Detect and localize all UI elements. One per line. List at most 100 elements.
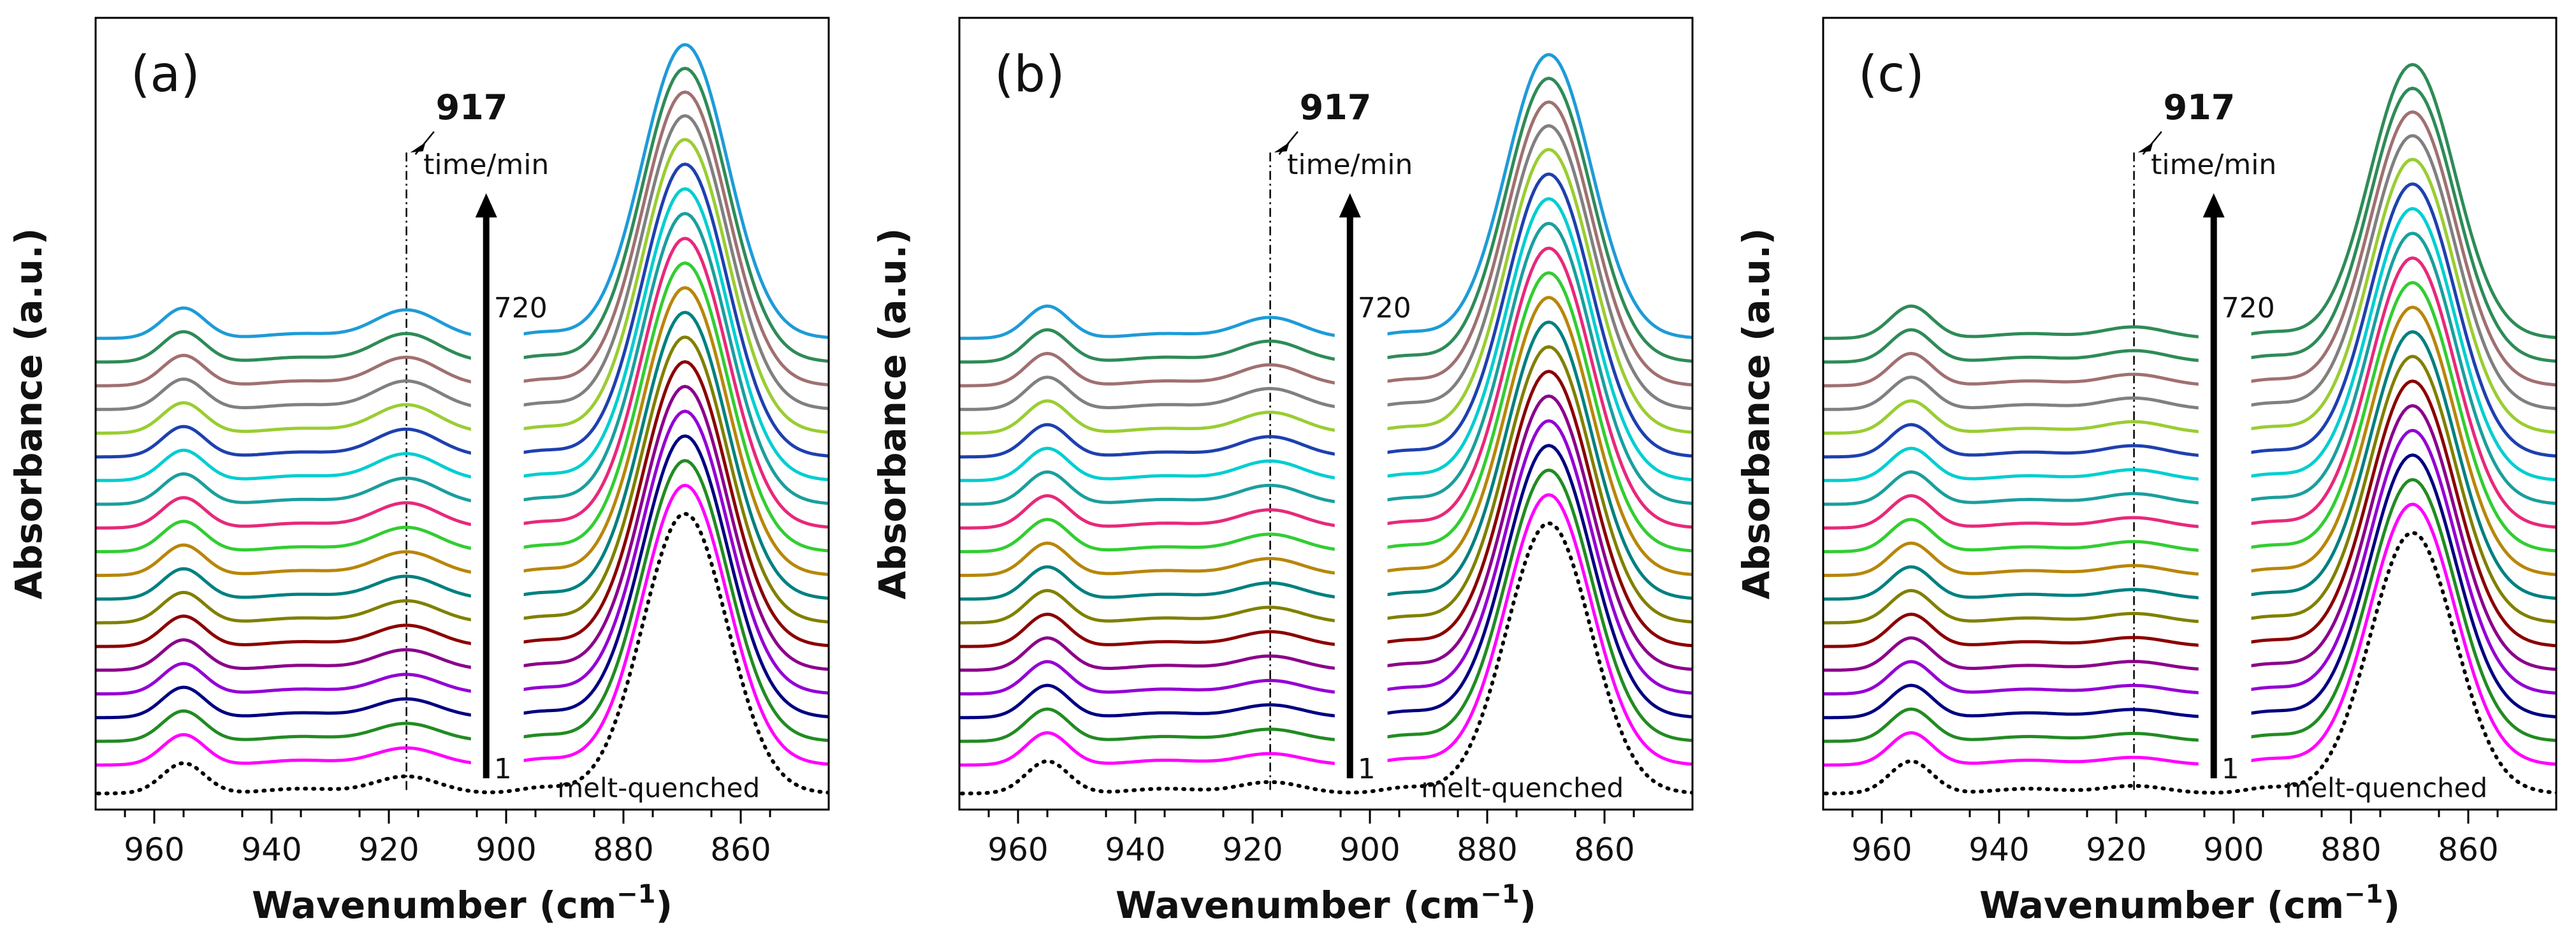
plot-area <box>959 53 1692 796</box>
series-line-13 <box>96 187 829 483</box>
panel-a: 960 940 920 900 880 860 Wavenumber (cm−1) Absor… <box>7 17 830 927</box>
series-line-16 <box>1823 134 2556 411</box>
series-line-12 <box>1823 231 2556 506</box>
x-axis-title: Wavenumber (cm−1) <box>252 880 673 927</box>
series-line-720 <box>96 43 829 340</box>
time-arrow-head <box>2202 193 2225 218</box>
arrow-mask <box>470 168 524 768</box>
arrow-end-label: 720 <box>1358 292 1411 324</box>
reference-label: 917 <box>436 87 508 127</box>
series-line-17 <box>959 100 1692 388</box>
melt-quenched-label: melt-quenched <box>1421 773 1624 804</box>
series-line-3 <box>96 434 829 720</box>
series-line-2 <box>1823 477 2556 743</box>
x-tick-label: 900 <box>1339 831 1400 868</box>
arrow-end-label: 720 <box>494 292 548 324</box>
series-line-5 <box>96 384 829 672</box>
x-tick-label: 900 <box>2203 831 2264 868</box>
x-axis-title-main: Wavenumber (cm <box>1116 884 1480 927</box>
x-axis-title-main: Wavenumber (cm <box>252 884 616 927</box>
series-line-1 <box>1823 502 2556 767</box>
axes-frame <box>958 17 1694 811</box>
series-line-1 <box>96 483 829 767</box>
x-tick-label: 940 <box>241 831 302 868</box>
panel-label: (b) <box>994 46 1065 103</box>
x-axis-title-close: ) <box>656 884 673 927</box>
series-line-2 <box>96 459 829 743</box>
reference-leader-head <box>1274 142 1290 153</box>
x-axis-title: Wavenumber (cm−1) <box>1979 880 2400 927</box>
series-line-11 <box>1823 256 2556 530</box>
x-tick-label: 860 <box>1574 831 1634 868</box>
x-axis-title-sup: −1 <box>1480 880 1519 909</box>
series-line-8 <box>959 320 1692 601</box>
series-line-13 <box>959 197 1692 483</box>
plot-area <box>1823 62 2556 796</box>
series-line-15 <box>1823 157 2556 435</box>
axes-frame <box>94 17 830 811</box>
series-line-10 <box>959 271 1692 553</box>
x-tick-label: 920 <box>1222 831 1283 868</box>
x-tick-label: 860 <box>2438 831 2498 868</box>
series-line-17 <box>96 90 829 388</box>
series-line-12 <box>959 221 1692 506</box>
series-lines <box>1823 62 2556 796</box>
series-line-15 <box>959 147 1692 435</box>
reference-label: 917 <box>1300 87 1372 127</box>
y-axis-title: Absorbance (a.u.) <box>871 228 914 600</box>
series-line-5 <box>959 394 1692 672</box>
axes-frame <box>1822 17 2558 811</box>
series-line-3 <box>959 444 1692 720</box>
series-line-3 <box>1823 453 2556 720</box>
series-line-11 <box>96 236 829 530</box>
x-tick-label: 880 <box>1457 831 1517 868</box>
series-line-14 <box>96 163 829 459</box>
time-arrow-head <box>1339 193 1361 218</box>
x-axis-title-sup: −1 <box>616 880 655 909</box>
arrow-start-label: 1 <box>1358 753 1376 785</box>
series-line-18 <box>96 66 829 364</box>
series-line-12 <box>96 212 829 506</box>
series-line-melt-quenched <box>96 511 829 796</box>
series-line-720 <box>959 53 1692 340</box>
x-axis-title-close: ) <box>2383 884 2401 927</box>
series-line-18 <box>959 76 1692 364</box>
x-tick-label: 960 <box>987 831 1048 868</box>
x-axis-title: Wavenumber (cm−1) <box>1116 880 1536 927</box>
melt-quenched-label: melt-quenched <box>557 773 760 804</box>
series-line-18 <box>1823 86 2556 364</box>
series-line-17 <box>1823 110 2556 388</box>
series-line-11 <box>959 246 1692 530</box>
arrow-end-label: 720 <box>2222 292 2275 324</box>
x-tick-label: 960 <box>124 831 184 868</box>
series-line-8 <box>96 310 829 601</box>
reference-leader-head <box>2137 142 2153 153</box>
reference-leader-head <box>410 142 426 153</box>
x-tick-label: 880 <box>2320 831 2381 868</box>
arrow-label: time/min <box>423 149 549 181</box>
arrow-start-label: 1 <box>2222 753 2239 785</box>
series-line-9 <box>959 296 1692 578</box>
arrow-label: time/min <box>2151 149 2276 181</box>
x-tick-label: 880 <box>593 831 653 868</box>
series-lines <box>959 53 1692 796</box>
series-lines <box>96 43 829 796</box>
panel-label: (c) <box>1858 46 1925 103</box>
x-tick-label: 900 <box>476 831 536 868</box>
series-line-6 <box>959 370 1692 648</box>
series-line-melt-quenched <box>959 521 1692 796</box>
x-tick-label: 960 <box>1851 831 1912 868</box>
plot-area <box>96 43 829 796</box>
reference-label: 917 <box>2164 87 2236 127</box>
time-arrow-head <box>475 193 497 218</box>
series-line-9 <box>96 286 829 578</box>
series-line-4 <box>1823 428 2556 695</box>
series-line-5 <box>1823 404 2556 672</box>
series-line-1 <box>959 493 1692 767</box>
series-line-7 <box>959 345 1692 625</box>
x-axis-title-sup: −1 <box>2344 880 2383 909</box>
series-line-9 <box>1823 305 2556 578</box>
melt-quenched-label: melt-quenched <box>2285 773 2487 804</box>
series-line-10 <box>1823 280 2556 553</box>
